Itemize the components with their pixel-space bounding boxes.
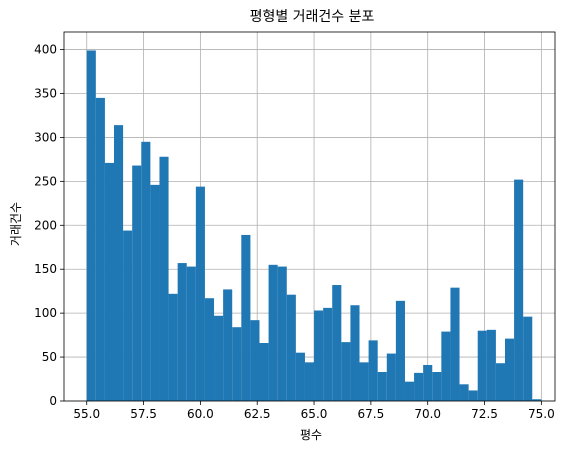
histogram-bar — [268, 264, 278, 401]
histogram-bar — [168, 293, 178, 401]
histogram-bar — [304, 362, 315, 401]
histogram-bar — [141, 141, 151, 402]
plot-frame — [63, 31, 556, 402]
histogram-bar — [350, 305, 360, 401]
histogram-bar — [468, 390, 478, 401]
x-tick-label: 55.0 — [73, 407, 100, 421]
histogram-bar — [214, 315, 224, 401]
x-tick-label: 72.5 — [471, 407, 498, 421]
x-tick-label: 65.0 — [301, 407, 328, 421]
histogram-bar — [323, 307, 333, 401]
x-tick-label: 60.0 — [187, 407, 214, 421]
x-tick-label: 70.0 — [414, 407, 441, 421]
x-tick-label: 57.5 — [130, 407, 157, 421]
histogram-bar — [359, 362, 369, 401]
y-tick-label: 350 — [34, 87, 57, 101]
histogram-bar — [395, 300, 405, 401]
histogram-bar — [477, 330, 487, 401]
histogram-bar — [132, 165, 142, 401]
histogram-bar — [223, 289, 233, 401]
histogram-bar — [314, 310, 324, 401]
histogram-bar — [504, 338, 515, 401]
histogram-bar — [104, 162, 115, 401]
x-tick-label: 75.0 — [528, 407, 555, 421]
histogram-bar — [523, 316, 533, 401]
histogram-bar — [241, 234, 251, 401]
histogram-bar — [204, 298, 215, 401]
y-axis-ticks: 0 50 100 150 200 250 300 350 400 — [34, 43, 64, 408]
histogram-bar — [277, 266, 287, 401]
histogram-bar — [250, 320, 260, 401]
histogram-bar — [532, 399, 542, 401]
histogram-bar — [432, 372, 442, 401]
histogram-bar — [186, 266, 196, 401]
y-tick-label: 250 — [34, 174, 57, 188]
histogram-bar — [386, 353, 396, 401]
histogram-bar — [123, 230, 133, 401]
histogram-bar — [86, 50, 96, 401]
histogram-bar — [259, 343, 269, 401]
histogram-bar — [332, 285, 342, 401]
x-tick-label: 62.5 — [244, 407, 271, 421]
histogram-bar — [441, 331, 451, 401]
histogram-bar — [495, 363, 505, 401]
bars — [86, 50, 542, 402]
x-tick-label: 67.5 — [358, 407, 385, 421]
y-tick-label: 150 — [34, 262, 57, 276]
histogram-bar — [486, 329, 496, 401]
histogram-bar — [295, 352, 305, 401]
histogram-bar — [514, 179, 524, 401]
histogram-bar — [159, 156, 169, 401]
y-tick-label: 200 — [34, 218, 57, 232]
y-axis-label: 거래건수 — [9, 202, 23, 246]
histogram-bar — [414, 372, 424, 401]
histogram-bar — [377, 372, 387, 401]
histogram-bar — [286, 294, 296, 401]
y-tick-label: 300 — [34, 130, 57, 144]
histogram-bar — [423, 364, 433, 401]
x-axis-ticks: 55.0 57.5 60.0 62.5 65.0 67.5 70.0 72.5 75.0 — [73, 401, 555, 421]
histogram-bar — [195, 186, 205, 401]
y-tick-label: 400 — [34, 43, 57, 57]
y-tick-label: 50 — [42, 350, 57, 364]
chart-title: 평형별 거래건수 분포 — [250, 9, 375, 25]
y-tick-label: 100 — [34, 306, 57, 320]
histogram-bar — [404, 381, 415, 401]
histogram-bar — [232, 327, 242, 401]
histogram-bar — [95, 97, 105, 402]
histogram-bar — [459, 384, 469, 401]
x-axis-label: 평수 — [300, 428, 322, 442]
histogram-bar — [114, 125, 124, 401]
y-tick-label: 0 — [49, 394, 57, 408]
histogram-bar — [150, 184, 160, 401]
histogram-bar — [177, 263, 187, 401]
histogram-bar — [341, 342, 351, 401]
histogram-bar — [368, 340, 378, 401]
histogram-bar — [450, 287, 460, 401]
